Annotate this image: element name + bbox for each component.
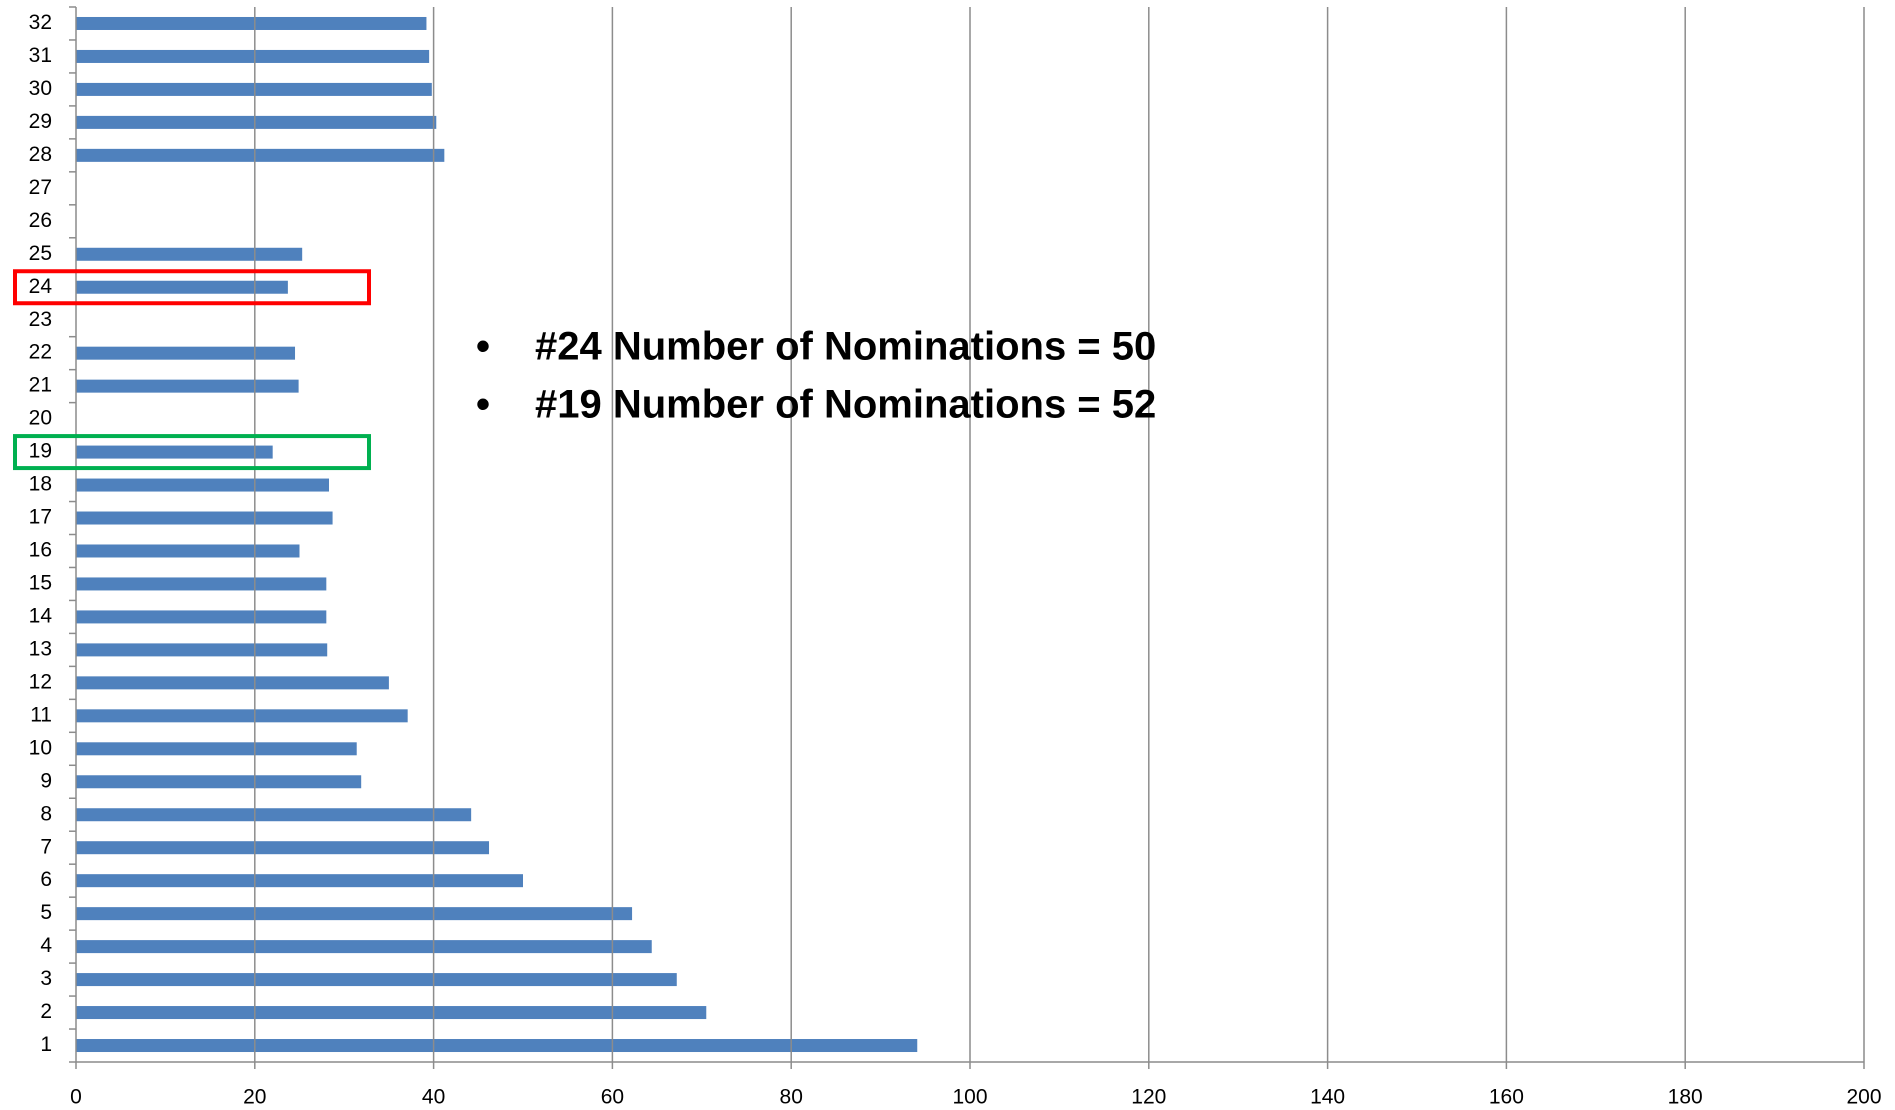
y-tick-label: 31 bbox=[29, 44, 52, 67]
y-tick-label: 25 bbox=[29, 242, 52, 265]
x-tick-label: 0 bbox=[70, 1086, 82, 1109]
bullet: • bbox=[476, 383, 490, 427]
bar bbox=[76, 1039, 918, 1053]
y-tick-label: 24 bbox=[29, 275, 53, 298]
x-tick-label: 60 bbox=[601, 1086, 624, 1109]
y-tick-label: 2 bbox=[40, 1000, 52, 1023]
bar bbox=[76, 445, 273, 459]
annotation: #24 Number of Nominations = 50 bbox=[535, 325, 1156, 369]
x-tick-label: 20 bbox=[243, 1086, 266, 1109]
bar bbox=[76, 16, 427, 30]
y-tick-label: 16 bbox=[29, 539, 52, 562]
x-tick-label: 40 bbox=[422, 1086, 445, 1109]
highlight-box bbox=[13, 434, 371, 471]
y-tick-label: 3 bbox=[40, 967, 52, 990]
y-tick-label: 5 bbox=[40, 901, 52, 924]
y-tick-label: 1 bbox=[40, 1033, 52, 1056]
bar bbox=[76, 82, 432, 96]
y-tick-label: 8 bbox=[40, 802, 52, 825]
bar bbox=[76, 808, 472, 822]
highlight-box bbox=[13, 269, 371, 306]
bar bbox=[76, 115, 437, 129]
bar bbox=[76, 49, 430, 63]
x-tick-label: 140 bbox=[1310, 1086, 1345, 1109]
bar bbox=[76, 610, 327, 624]
bar bbox=[76, 247, 303, 261]
bar bbox=[76, 379, 299, 393]
y-tick-label: 27 bbox=[29, 176, 52, 199]
y-tick-label: 13 bbox=[29, 637, 52, 660]
x-tick-label: 80 bbox=[780, 1086, 803, 1109]
annotation: #19 Number of Nominations = 52 bbox=[535, 383, 1156, 427]
bar bbox=[76, 1006, 707, 1020]
bar bbox=[76, 973, 677, 987]
bar bbox=[76, 544, 300, 558]
x-tick-label: 120 bbox=[1131, 1086, 1166, 1109]
bar bbox=[76, 577, 327, 591]
y-tick-label: 7 bbox=[40, 835, 52, 858]
bar bbox=[76, 643, 328, 657]
bar bbox=[76, 742, 357, 756]
bar bbox=[76, 478, 330, 492]
y-tick-label: 32 bbox=[29, 11, 52, 34]
y-tick-label: 4 bbox=[40, 934, 52, 957]
y-tick-label: 29 bbox=[29, 110, 52, 133]
y-tick-label: 6 bbox=[40, 868, 52, 891]
y-tick-label: 17 bbox=[29, 506, 52, 529]
bullet: • bbox=[476, 325, 490, 369]
x-tick-label: 180 bbox=[1668, 1086, 1703, 1109]
x-tick-label: 200 bbox=[1846, 1086, 1881, 1109]
x-tick-label: 160 bbox=[1489, 1086, 1524, 1109]
y-tick-label: 18 bbox=[29, 473, 52, 496]
x-tick-label: 100 bbox=[952, 1086, 987, 1109]
bar bbox=[76, 940, 652, 954]
y-tick-label: 9 bbox=[40, 769, 52, 792]
y-tick-label: 15 bbox=[29, 572, 52, 595]
y-tick-label: 19 bbox=[29, 440, 52, 463]
y-tick-label: 26 bbox=[29, 209, 52, 232]
y-tick-label: 21 bbox=[29, 374, 52, 397]
bar bbox=[76, 148, 445, 162]
bar bbox=[76, 709, 408, 723]
bar bbox=[76, 841, 490, 855]
bar bbox=[76, 676, 389, 690]
bar bbox=[76, 280, 288, 294]
y-tick-label: 10 bbox=[29, 736, 52, 759]
bar bbox=[76, 511, 333, 525]
y-tick-label: 12 bbox=[29, 670, 52, 693]
y-tick-label: 28 bbox=[29, 143, 52, 166]
bar bbox=[76, 346, 296, 360]
y-tick-label: 14 bbox=[29, 604, 53, 627]
y-tick-label: 23 bbox=[29, 308, 52, 331]
y-tick-label: 22 bbox=[29, 341, 52, 364]
y-tick-label: 11 bbox=[30, 703, 52, 726]
y-tick-label: 20 bbox=[29, 407, 52, 430]
y-tick-label: 30 bbox=[29, 77, 52, 100]
bar bbox=[76, 907, 633, 921]
bar bbox=[76, 874, 523, 888]
bar bbox=[76, 775, 362, 789]
